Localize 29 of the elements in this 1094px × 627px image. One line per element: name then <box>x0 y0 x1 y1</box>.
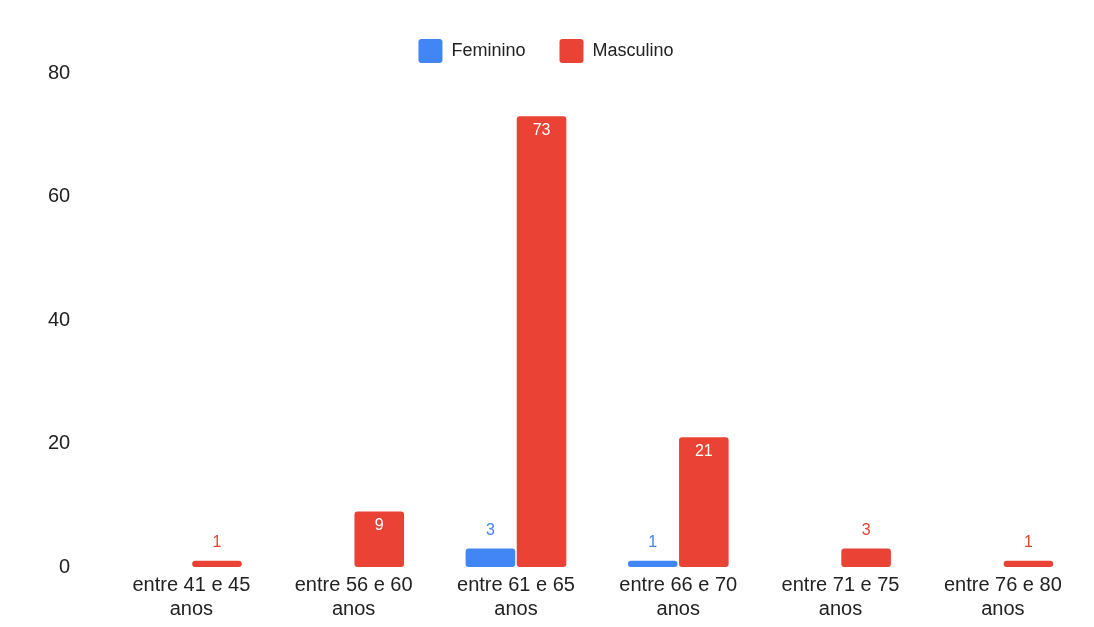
x-tick-label: entre 41 e 45 anos <box>132 572 251 619</box>
bar <box>354 511 405 567</box>
x-tick-label: entre 76 e 80 anos <box>943 572 1062 619</box>
x-tick-label: entre 71 e 75 anos <box>781 572 900 619</box>
data-label: 1 <box>1023 533 1033 551</box>
data-label: 21 <box>694 441 713 459</box>
y-tick-label: 60 <box>48 184 71 207</box>
bar <box>1003 560 1054 567</box>
data-label: 3 <box>485 520 495 538</box>
x-tick-label: entre 66 e 70 anos <box>619 572 738 619</box>
data-label: 1 <box>212 533 222 551</box>
x-tick-label: entre 56 e 60 anos <box>294 572 413 619</box>
bar <box>627 560 678 567</box>
bar <box>841 548 891 567</box>
y-tick-label: 80 <box>48 60 71 83</box>
y-tick-label: 40 <box>48 307 71 330</box>
data-label: 1 <box>648 533 658 551</box>
data-label: 9 <box>374 515 384 533</box>
bar <box>192 560 242 567</box>
x-tick-label: entre 61 e 65 anos <box>457 572 575 619</box>
legend-label: Masculino <box>592 39 674 60</box>
data-label: 73 <box>532 120 551 138</box>
legend-label: Feminino <box>451 39 526 60</box>
y-tick-label: 20 <box>48 431 71 454</box>
data-label: 3 <box>861 520 871 538</box>
bar <box>516 116 567 567</box>
y-tick-label: 0 <box>59 554 71 577</box>
bar <box>465 548 516 567</box>
bar <box>679 437 729 567</box>
